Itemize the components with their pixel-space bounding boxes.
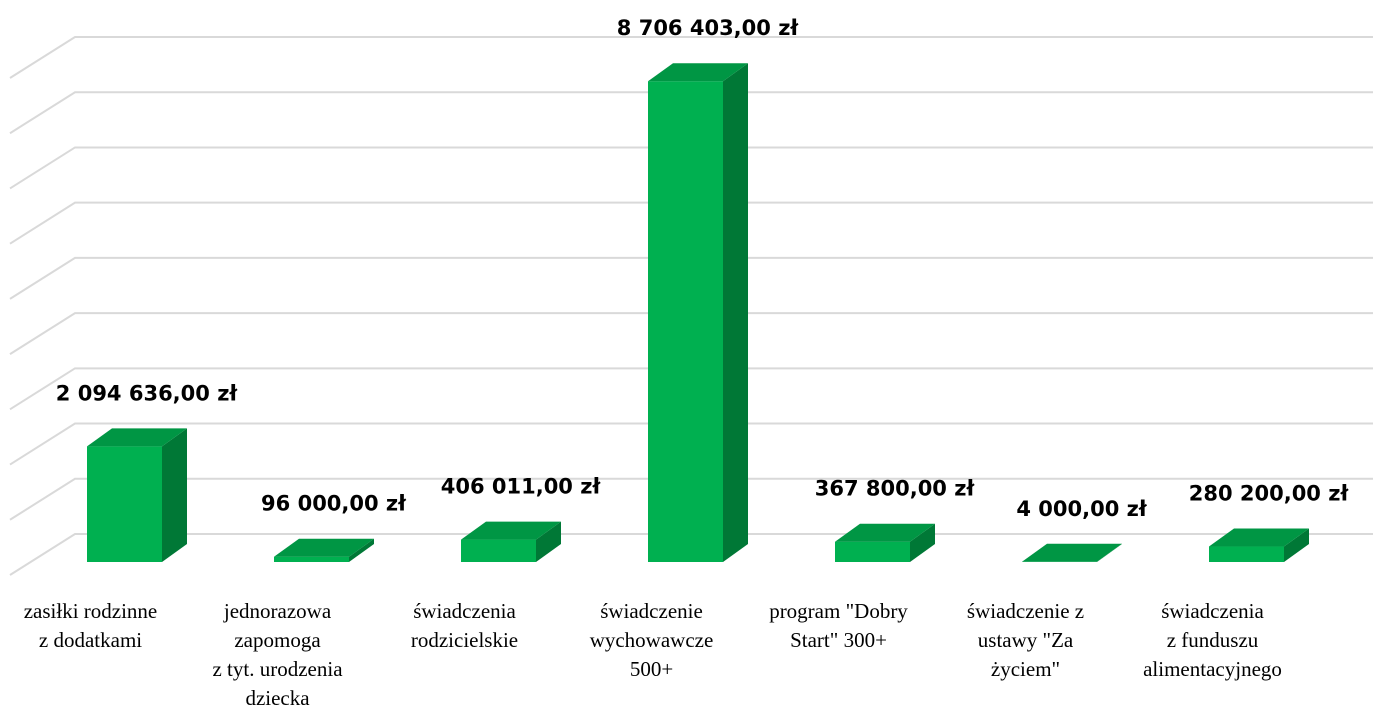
bar-top (274, 538, 374, 557)
grid-line (9, 422, 1373, 466)
grid-line (9, 533, 1373, 576)
bar-side (910, 523, 935, 562)
data-label: 96 000,00 zł (261, 492, 407, 516)
grid-line (9, 36, 1373, 79)
bar (87, 446, 162, 562)
bar (835, 541, 910, 562)
grid-line (9, 477, 1373, 521)
x-tick-label: program "Dobry Start" 300+ (769, 599, 908, 652)
bar-top (1022, 543, 1122, 562)
data-label: 8 706 403,00 zł (617, 16, 800, 40)
x-tick-label: świadczenia rodzicielskie (410, 599, 519, 652)
grid-line (9, 367, 1373, 411)
grid-line (9, 312, 1373, 355)
bar-side (1097, 543, 1122, 562)
x-tick-label: zasiłki rodzinne z dodatkami (23, 599, 158, 652)
bar-top (87, 428, 187, 447)
data-label: 367 800,00 zł (815, 477, 976, 501)
data-label: 280 200,00 zł (1189, 482, 1350, 506)
bar-top (648, 63, 748, 82)
bar-side (349, 538, 374, 562)
x-tick-label: świadczenia z funduszu alimentacyjnego (1143, 599, 1282, 681)
x-tick-label: świadczenie wychowawcze 500+ (589, 599, 714, 681)
bar-top (461, 521, 561, 540)
grid-line (9, 146, 1373, 190)
bar-side (723, 63, 748, 563)
bar (461, 539, 536, 562)
bar-side (1284, 528, 1309, 562)
bar (274, 556, 349, 562)
data-label: 406 011,00 zł (441, 475, 602, 499)
bar (648, 81, 723, 563)
bar (1209, 546, 1284, 562)
bar-side (162, 428, 187, 562)
x-tick-label: jednorazowa zapomoga z tyt. urodzenia dz… (212, 599, 343, 710)
bar-top (1209, 528, 1309, 547)
x-tick-label: świadczenie z ustawy "Za życiem" (966, 599, 1085, 681)
data-label: 4 000,00 zł (1016, 497, 1147, 521)
bar-side (536, 521, 561, 562)
grid-line (9, 91, 1373, 135)
grid-line (9, 256, 1373, 300)
bar-top (835, 523, 935, 542)
grid-line (9, 201, 1373, 245)
data-label: 2 094 636,00 zł (56, 381, 239, 405)
